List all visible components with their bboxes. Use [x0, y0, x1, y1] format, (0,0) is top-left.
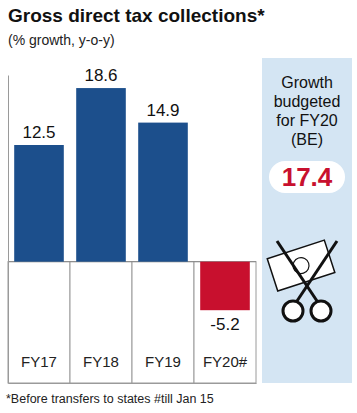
scissors-icon: [267, 240, 337, 321]
scissor-handle: [311, 301, 331, 321]
y-axis-line: [8, 76, 9, 384]
bar: [76, 88, 126, 262]
y-axis: [8, 76, 10, 384]
data-label: -5.2: [210, 315, 239, 334]
title: Gross direct tax collections*: [8, 5, 265, 26]
annotation-value: 17.4: [282, 162, 333, 192]
x-tick-label: FY17: [21, 353, 57, 370]
category-boxes: [8, 262, 256, 383]
x-tick: FY19: [145, 353, 181, 383]
bars: [14, 88, 250, 310]
subtitle: (% growth, y-o-y): [8, 32, 115, 48]
scissor-blade: [277, 241, 317, 301]
footnote: *Before transfers to states #till Jan 15: [6, 392, 214, 406]
data-label: 14.9: [146, 101, 179, 120]
x-tick: FY18: [83, 353, 119, 383]
x-axis: FY17 FY18 FY19 FY20#: [9, 353, 257, 384]
x-tick-label: FY19: [145, 353, 181, 370]
data-label: 12.5: [22, 123, 55, 142]
data-label: 18.6: [84, 66, 117, 85]
x-tick-label: FY18: [83, 353, 119, 370]
bar: [200, 262, 250, 311]
x-tick: FY17: [21, 353, 57, 383]
category-box: [194, 262, 256, 383]
annotation: Growthbudgetedfor FY20(BE) 17.4: [262, 58, 352, 383]
scissor-blade: [297, 241, 337, 301]
category-box: [8, 262, 70, 383]
x-tick-label: FY20#: [203, 353, 248, 370]
data-labels: 12.5 18.6 14.9 -5.2: [22, 66, 239, 334]
category-box: [132, 262, 194, 383]
chart: Gross direct tax collections* (% growth, …: [0, 0, 357, 413]
annotation-panel: [262, 58, 352, 383]
annotation-pill: [269, 161, 345, 193]
x-tick: FY20#: [203, 353, 248, 383]
bar: [138, 123, 188, 262]
scissor-handle: [283, 301, 303, 321]
bar: [14, 145, 64, 262]
category-box: [70, 262, 132, 383]
x-axis-line: [9, 383, 257, 384]
annotation-text: Growthbudgetedfor FY20(BE): [274, 74, 341, 148]
banknote: [267, 240, 335, 291]
